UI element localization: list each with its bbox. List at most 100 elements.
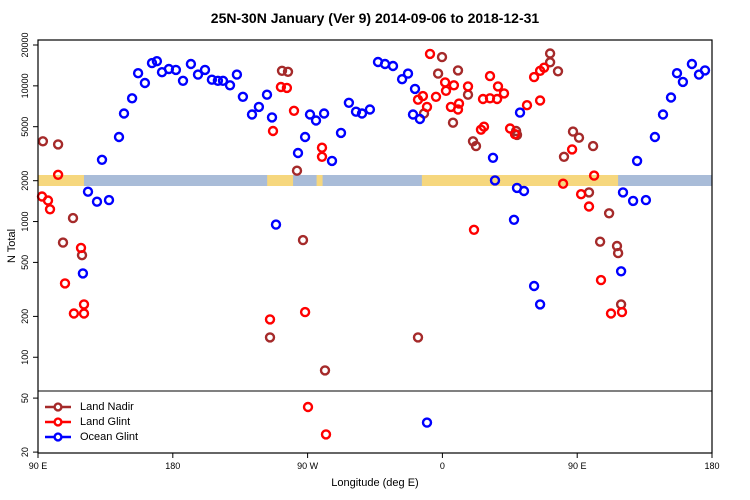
data-point[interactable]: [448, 80, 460, 91]
data-point[interactable]: [350, 106, 362, 117]
data-point[interactable]: [246, 109, 258, 120]
data-point[interactable]: [266, 112, 278, 123]
data-point[interactable]: [75, 242, 87, 254]
data-point[interactable]: [185, 58, 197, 70]
data-point[interactable]: [316, 142, 328, 153]
data-point[interactable]: [612, 247, 624, 259]
data-point[interactable]: [627, 195, 639, 207]
data-point[interactable]: [424, 48, 436, 60]
data-point[interactable]: [640, 194, 652, 206]
data-point[interactable]: [237, 91, 249, 103]
data-point[interactable]: [78, 308, 90, 319]
data-point[interactable]: [82, 186, 94, 197]
data-point[interactable]: [447, 117, 459, 128]
data-point[interactable]: [430, 91, 442, 103]
data-point[interactable]: [297, 234, 309, 246]
data-point[interactable]: [544, 57, 556, 68]
data-point[interactable]: [364, 104, 376, 115]
data-point[interactable]: [518, 185, 530, 197]
data-point[interactable]: [91, 196, 103, 207]
data-point[interactable]: [421, 417, 433, 428]
data-point[interactable]: [139, 77, 151, 89]
data-point[interactable]: [453, 98, 465, 109]
data-point[interactable]: [528, 280, 540, 292]
data-point[interactable]: [671, 67, 683, 79]
data-point[interactable]: [665, 92, 677, 103]
data-point[interactable]: [282, 66, 294, 78]
data-point[interactable]: [206, 74, 218, 85]
data-point[interactable]: [217, 75, 229, 87]
data-point[interactable]: [699, 65, 711, 76]
data-point[interactable]: [356, 108, 368, 119]
data-point[interactable]: [588, 170, 600, 181]
data-point[interactable]: [126, 93, 138, 104]
data-point[interactable]: [316, 151, 328, 163]
data-point[interactable]: [320, 429, 332, 440]
data-point[interactable]: [402, 68, 414, 79]
data-point[interactable]: [113, 131, 125, 143]
data-point[interactable]: [478, 121, 490, 132]
data-point[interactable]: [528, 71, 540, 83]
data-point[interactable]: [151, 56, 163, 67]
data-point[interactable]: [552, 66, 564, 77]
data-point[interactable]: [677, 76, 689, 88]
data-point[interactable]: [103, 194, 115, 206]
data-point[interactable]: [231, 69, 243, 80]
data-point[interactable]: [267, 125, 279, 137]
data-point[interactable]: [558, 151, 570, 163]
data-point[interactable]: [37, 136, 49, 147]
data-point[interactable]: [615, 266, 627, 277]
data-point[interactable]: [170, 64, 182, 76]
data-point[interactable]: [521, 99, 533, 111]
data-point[interactable]: [299, 306, 311, 318]
data-point[interactable]: [439, 77, 451, 88]
data-point[interactable]: [595, 274, 607, 286]
data-point[interactable]: [304, 109, 316, 120]
data-point[interactable]: [414, 113, 426, 125]
data-point[interactable]: [326, 155, 338, 167]
data-point[interactable]: [146, 57, 158, 69]
data-point[interactable]: [67, 212, 79, 224]
data-point[interactable]: [452, 104, 464, 115]
data-point[interactable]: [686, 58, 698, 70]
data-point[interactable]: [603, 208, 615, 219]
data-point[interactable]: [573, 132, 585, 143]
data-point[interactable]: [319, 365, 331, 376]
data-point[interactable]: [253, 101, 265, 113]
data-point[interactable]: [583, 201, 595, 212]
data-point[interactable]: [412, 332, 424, 343]
data-point[interactable]: [318, 108, 330, 119]
data-point[interactable]: [557, 178, 569, 189]
data-point[interactable]: [192, 69, 204, 80]
data-point[interactable]: [68, 308, 80, 319]
data-point[interactable]: [264, 332, 276, 343]
data-point[interactable]: [489, 175, 501, 186]
data-point[interactable]: [492, 81, 504, 92]
data-point[interactable]: [534, 95, 546, 106]
data-point[interactable]: [302, 401, 314, 413]
data-point[interactable]: [487, 152, 499, 164]
data-point[interactable]: [42, 195, 54, 206]
data-point[interactable]: [617, 187, 629, 198]
data-point[interactable]: [57, 237, 69, 248]
data-point[interactable]: [275, 81, 287, 93]
data-point[interactable]: [292, 147, 304, 159]
data-point[interactable]: [566, 144, 578, 155]
data-point[interactable]: [509, 128, 521, 140]
data-point[interactable]: [649, 131, 661, 143]
data-point[interactable]: [534, 299, 546, 310]
data-point[interactable]: [417, 90, 429, 102]
data-point[interactable]: [52, 169, 64, 181]
data-point[interactable]: [409, 83, 421, 95]
data-point[interactable]: [212, 75, 224, 87]
data-point[interactable]: [514, 107, 526, 118]
data-point[interactable]: [77, 268, 89, 279]
data-point[interactable]: [544, 48, 556, 59]
data-point[interactable]: [440, 85, 452, 97]
data-point[interactable]: [276, 65, 288, 77]
data-point[interactable]: [343, 97, 355, 109]
data-point[interactable]: [538, 62, 550, 73]
data-point[interactable]: [291, 165, 303, 176]
data-point[interactable]: [432, 68, 444, 79]
data-point[interactable]: [616, 306, 628, 318]
